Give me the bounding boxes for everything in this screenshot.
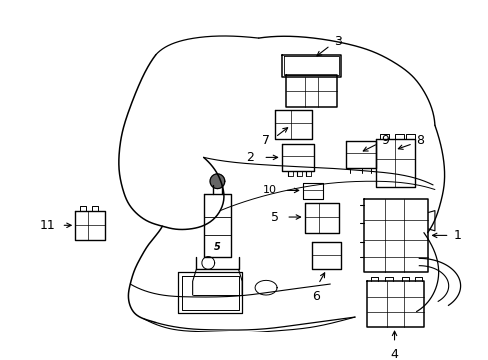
Text: 11: 11: [39, 219, 55, 232]
Text: 9: 9: [381, 134, 389, 147]
Text: 8: 8: [416, 134, 424, 147]
Text: 5: 5: [214, 242, 221, 252]
Text: 7: 7: [261, 134, 269, 147]
Text: 5: 5: [270, 211, 278, 224]
Text: 3: 3: [333, 35, 341, 48]
Text: 1: 1: [452, 229, 460, 242]
Text: 6: 6: [311, 289, 319, 302]
Text: 2: 2: [246, 151, 254, 164]
Text: 4: 4: [390, 348, 398, 360]
Text: 10: 10: [263, 185, 277, 195]
Polygon shape: [210, 174, 224, 189]
